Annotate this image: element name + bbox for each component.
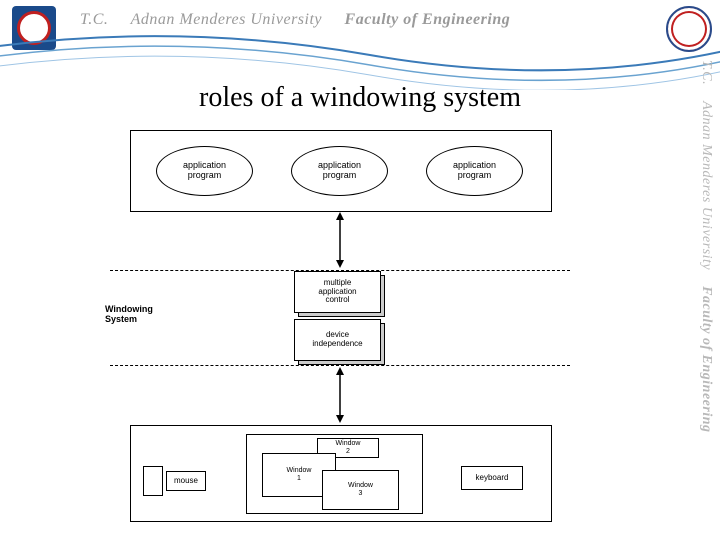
app-label-2: application program — [318, 161, 361, 181]
window-3: Window 3 — [322, 470, 399, 510]
app-ellipse-2: application program — [291, 146, 388, 196]
arrow-top-icon — [330, 210, 350, 270]
logo-inner-icon — [17, 11, 51, 45]
devices-box: mouse Window 2 Window 1 Window 3 keyboar… — [130, 425, 552, 522]
app-ellipse-3: application program — [426, 146, 523, 196]
header-text: T.C. Adnan Menderes University Faculty o… — [80, 11, 510, 29]
vertical-header: T.C. Adnan Menderes University Faculty o… — [694, 60, 714, 510]
app-ellipse-1: application program — [156, 146, 253, 196]
mouse-label: mouse — [166, 471, 206, 491]
keyboard-label: keyboard — [461, 466, 523, 490]
windowing-system-label: Windowing System — [105, 305, 153, 325]
applications-box: application program application program … — [130, 130, 552, 212]
app-label-3: application program — [453, 161, 496, 181]
faculty-logo-right — [666, 6, 712, 52]
arrow-bottom-icon — [330, 365, 350, 425]
middle-box2: device independence — [294, 319, 381, 361]
header-tc: T.C. — [80, 11, 108, 28]
monitor-box: Window 2 Window 1 Window 3 — [246, 434, 423, 514]
vert-faculty: Faculty of Engineering — [699, 286, 714, 432]
header-bar: T.C. Adnan Menderes University Faculty o… — [0, 0, 720, 40]
vert-tc: T.C. — [699, 60, 714, 85]
page-title: roles of a windowing system — [0, 82, 720, 114]
header-faculty: Faculty of Engineering — [345, 11, 511, 28]
diagram-container: application program application program … — [120, 130, 570, 530]
vert-university: Adnan Menderes University — [699, 101, 714, 270]
mouse-icon-box — [143, 466, 163, 496]
app-label-1: application program — [183, 161, 226, 181]
middle-box1: multiple application control — [294, 271, 381, 313]
university-logo-left — [12, 6, 56, 50]
header-university: Adnan Menderes University — [131, 11, 322, 28]
